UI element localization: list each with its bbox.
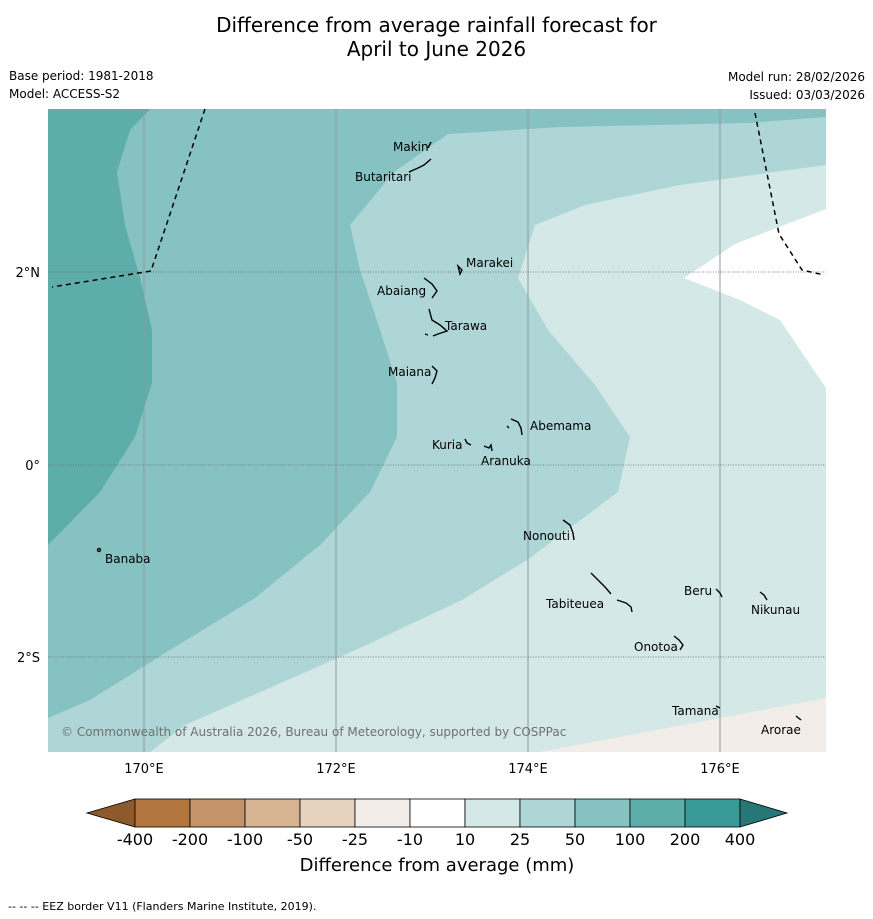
eez-footnote: -- -- -- EEZ border V11 (Flanders Marine… bbox=[8, 900, 317, 913]
colorbar-extend-low bbox=[85, 798, 136, 828]
maiana-outline bbox=[431, 365, 438, 385]
island-labels: Makin Butaritari Marakei Abaiang Tarawa … bbox=[105, 140, 801, 737]
colorbar-bin bbox=[134, 798, 191, 828]
beru-outline bbox=[715, 588, 723, 598]
colorbar-bin bbox=[354, 798, 411, 828]
eez-border bbox=[51, 108, 825, 288]
colorbar bbox=[85, 798, 789, 828]
colorbar-tick: -10 bbox=[397, 830, 423, 849]
colorbar-bin bbox=[409, 798, 466, 828]
contour-50-100 bbox=[48, 109, 826, 718]
latitude-tick-labels: 2°N 0° 2°S bbox=[16, 266, 41, 666]
colorbar-bin bbox=[299, 798, 356, 828]
island-label-tamana: Tamana bbox=[671, 704, 719, 718]
butaritari-outline bbox=[408, 158, 432, 173]
colorbar-tick: 25 bbox=[510, 830, 530, 849]
tabiteuea-outline bbox=[590, 572, 633, 613]
longitude-tick-labels: 170°E 172°E 174°E 176°E bbox=[124, 762, 740, 777]
lat-label-2s: 2°S bbox=[17, 651, 40, 666]
contour-dry-southeast bbox=[540, 698, 826, 752]
longitude-gridlines bbox=[143, 109, 721, 752]
nonouti-outline bbox=[562, 519, 575, 541]
lon-label-174e: 174°E bbox=[508, 762, 548, 777]
banaba-outline bbox=[96, 547, 102, 553]
model-run-date: Model run: 28/02/2026 bbox=[727, 70, 865, 84]
colorbar-bin bbox=[244, 798, 301, 828]
model-name: Model: ACCESS-S2 bbox=[9, 87, 121, 101]
copyright-notice: © Commonwealth of Australia 2026, Bureau… bbox=[61, 725, 566, 739]
makin-outline bbox=[427, 141, 432, 149]
lon-label-176e: 176°E bbox=[700, 762, 740, 777]
colorbar-bin bbox=[629, 798, 686, 828]
aranuka-outline bbox=[483, 443, 493, 452]
colorbar-tick: -400 bbox=[117, 830, 153, 849]
colorbar-tick: 200 bbox=[670, 830, 701, 849]
kuria-outline bbox=[464, 438, 472, 446]
lat-label-0: 0° bbox=[25, 459, 40, 474]
island-label-aranuka: Aranuka bbox=[481, 454, 531, 468]
island-label-tabiteuea: Tabiteuea bbox=[545, 597, 604, 611]
island-label-arorae: Arorae bbox=[761, 723, 801, 737]
tarawa-outline bbox=[424, 308, 449, 337]
colorbar-tick: 400 bbox=[725, 830, 756, 849]
contour-neutral-east bbox=[684, 209, 826, 388]
title-line-2: April to June 2026 bbox=[346, 37, 527, 61]
marakei-outline bbox=[456, 263, 463, 277]
tamana-outline bbox=[715, 705, 721, 709]
abaiang-outline bbox=[423, 277, 438, 299]
island-label-nikunau: Nikunau bbox=[751, 603, 800, 617]
island-label-onotoa: Onotoa bbox=[634, 640, 678, 654]
title-line-1: Difference from average rainfall forecas… bbox=[216, 13, 657, 37]
colorbar-bin bbox=[464, 798, 521, 828]
colorbar-bin bbox=[519, 798, 576, 828]
colorbar-tick: 100 bbox=[615, 830, 646, 849]
issued-date: Issued: 03/03/2026 bbox=[749, 88, 865, 102]
arorae-outline bbox=[795, 715, 802, 721]
island-label-kuria: Kuria bbox=[432, 438, 463, 452]
island-label-maiana: Maiana bbox=[388, 365, 431, 379]
colorbar-tick: -200 bbox=[172, 830, 208, 849]
colorbar-bin bbox=[189, 798, 246, 828]
colorbar-bin bbox=[684, 798, 741, 828]
base-period: Base period: 1981-2018 bbox=[9, 69, 154, 83]
contour-100-200 bbox=[48, 109, 152, 545]
colorbar-extend-high bbox=[739, 798, 789, 828]
island-label-marakei: Marakei bbox=[466, 256, 513, 270]
island-outlines bbox=[96, 141, 802, 721]
colorbar-bin bbox=[574, 798, 631, 828]
abemama-outline bbox=[506, 418, 523, 436]
island-label-abemama: Abemama bbox=[530, 419, 591, 433]
rainfall-contours bbox=[48, 109, 826, 752]
island-label-tarawa: Tarawa bbox=[444, 319, 487, 333]
colorbar-tick: -100 bbox=[227, 830, 263, 849]
island-label-banaba: Banaba bbox=[105, 552, 151, 566]
lat-label-2n: 2°N bbox=[16, 266, 41, 281]
colorbar-tick: -25 bbox=[342, 830, 368, 849]
lon-label-170e: 170°E bbox=[124, 762, 164, 777]
colorbar-tick: 50 bbox=[565, 830, 585, 849]
latitude-gridlines bbox=[48, 271, 826, 658]
colorbar-tick: -50 bbox=[287, 830, 313, 849]
nikunau-outline bbox=[759, 591, 768, 601]
island-label-makin: Makin bbox=[393, 140, 429, 154]
island-label-butaritari: Butaritari bbox=[355, 170, 412, 184]
island-label-beru: Beru bbox=[684, 584, 712, 598]
colorbar-tick: 10 bbox=[455, 830, 475, 849]
island-label-abaiang: Abaiang bbox=[377, 284, 426, 298]
colorbar-tick-labels: -400 -200 -100 -50 -25 -10 10 25 50 100 … bbox=[117, 830, 755, 849]
onotoa-outline bbox=[673, 635, 684, 651]
colorbar-label: Difference from average (mm) bbox=[300, 855, 575, 876]
island-label-nonouti: Nonouti bbox=[523, 529, 570, 543]
lon-label-172e: 172°E bbox=[316, 762, 356, 777]
